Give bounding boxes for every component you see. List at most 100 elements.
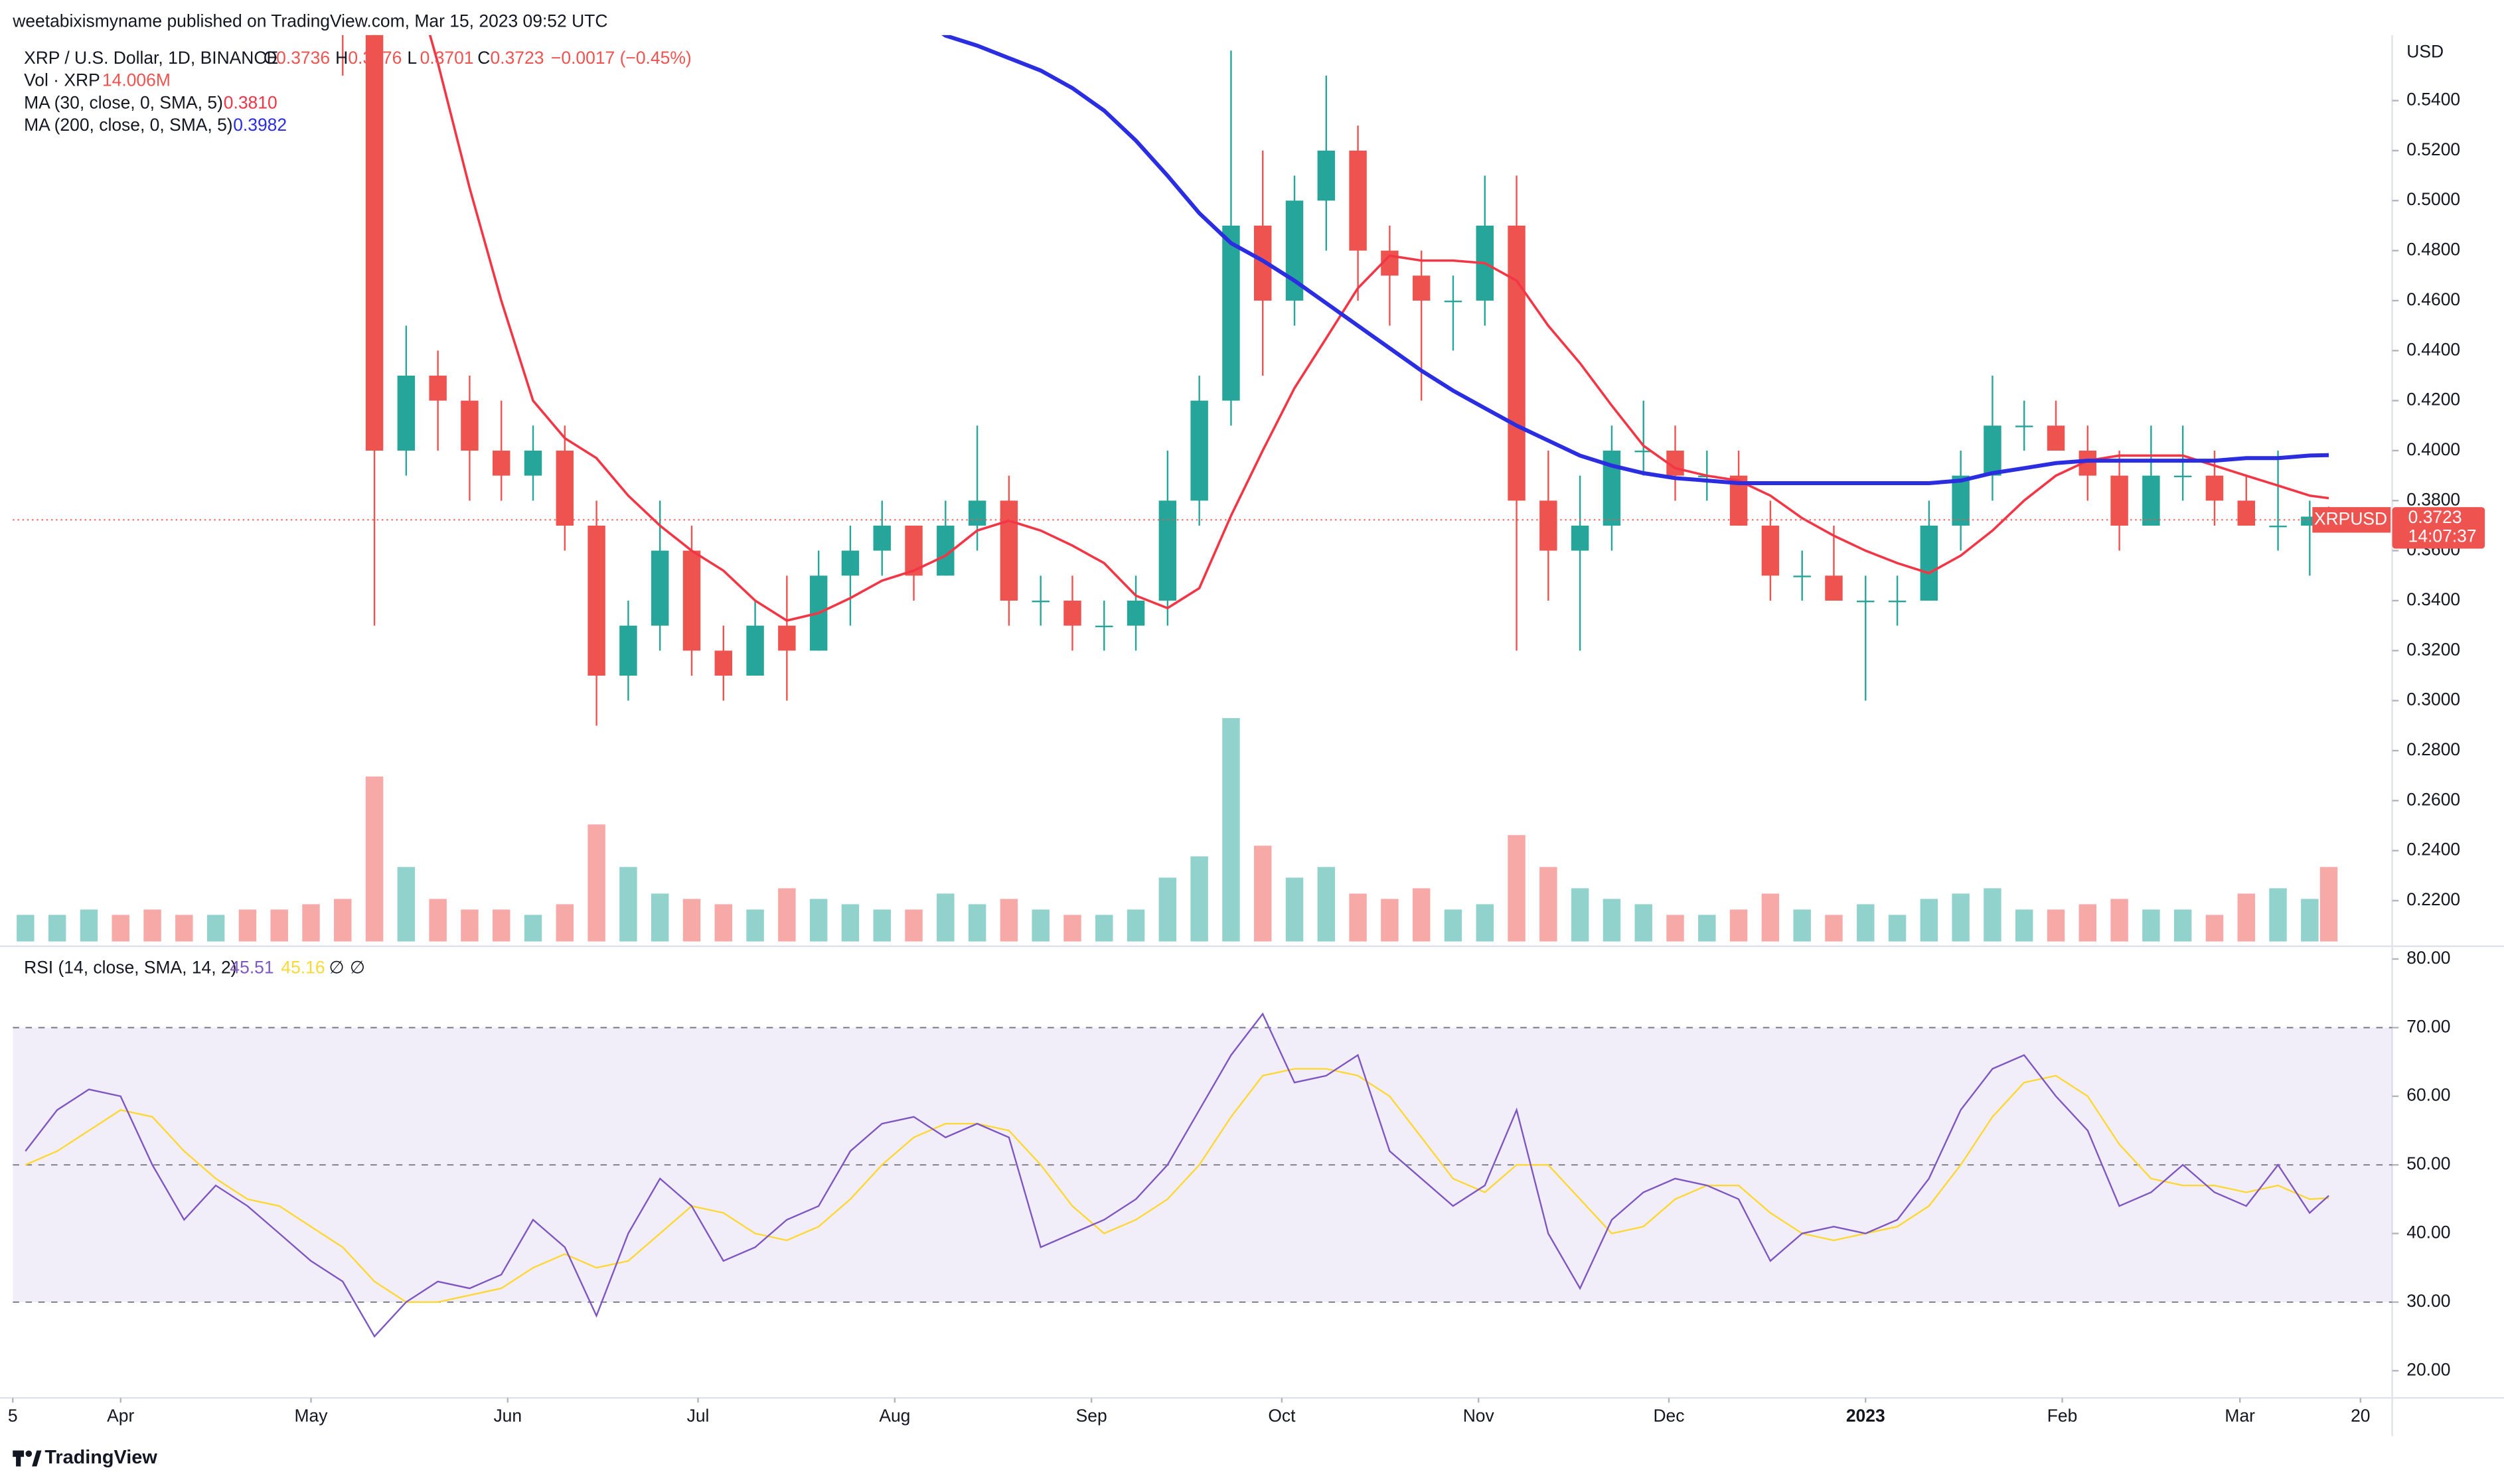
legend-ma: MA (200, close, 0, SMA, 5) <box>24 115 233 135</box>
price-unit: USD <box>2406 41 2444 61</box>
price-tick-label: 0.4000 <box>2406 439 2460 459</box>
time-tick-label: Mar <box>2225 1406 2255 1426</box>
volume-bar <box>2015 909 2033 942</box>
volume-bar <box>809 899 828 942</box>
candle-body <box>1127 601 1145 626</box>
candle-body <box>1984 425 2001 476</box>
volume-bar <box>651 893 669 942</box>
candle-body <box>1539 500 1557 551</box>
candle-body <box>1508 225 1526 501</box>
candle-body <box>619 625 637 676</box>
price-tick-label: 0.5000 <box>2406 189 2460 209</box>
volume-bar <box>238 909 257 942</box>
candle-body <box>1825 575 1843 601</box>
volume-bar <box>1571 888 1589 942</box>
candle-body <box>524 450 542 476</box>
volume-bar <box>1984 888 2001 942</box>
candle-body <box>461 400 479 451</box>
candle-body <box>2142 475 2160 526</box>
volume-bar <box>1476 904 1494 942</box>
volume-bar <box>1857 904 1875 942</box>
volume-bar <box>1793 909 1811 942</box>
price-tick-label: 0.4400 <box>2406 339 2460 359</box>
candle-body <box>1634 450 1652 453</box>
volume-bar <box>1095 915 1113 942</box>
legend-rsi-sma-value: 45.16 <box>281 957 325 977</box>
price-tick-label: 0.5400 <box>2406 90 2460 110</box>
candle-body <box>682 550 701 651</box>
legend-ma-value: 0.3810 <box>224 92 277 112</box>
volume-bar <box>937 893 955 942</box>
legend-empty: ∅ <box>350 957 365 977</box>
candle-body <box>493 450 510 476</box>
candle-body <box>2237 500 2255 526</box>
footer-logo <box>13 1450 42 1467</box>
legend-ohlc-value: 0.3723 <box>491 48 544 68</box>
volume-bar <box>1253 846 1272 942</box>
price-tick-label: 0.4800 <box>2406 240 2460 260</box>
candle-body <box>1793 575 1811 577</box>
rsi-tick-label: 60.00 <box>2406 1085 2450 1105</box>
candle-body <box>1317 150 1336 201</box>
volume-bar <box>206 915 225 942</box>
rsi-tick-label: 80.00 <box>2406 948 2450 968</box>
candle-body <box>365 35 384 451</box>
volume-bar <box>429 899 447 942</box>
candle-body <box>2015 425 2033 427</box>
volume-bar <box>2173 909 2192 942</box>
volume-bar <box>2319 867 2338 942</box>
volume-bar <box>334 899 352 942</box>
legend-volume-value: 14.006M <box>102 70 171 90</box>
price-tick-label: 0.2800 <box>2406 739 2460 759</box>
volume-bar <box>2301 899 2319 942</box>
legend-ohlc-letter: L <box>407 48 417 68</box>
rsi-tick-label: 50.00 <box>2406 1153 2450 1173</box>
footer-brand: TradingView <box>44 1447 157 1468</box>
volume-bar <box>2110 899 2128 942</box>
volume-bar <box>524 915 542 942</box>
volume-bar <box>682 899 701 942</box>
time-tick-label: Jul <box>687 1406 710 1426</box>
volume-bar <box>2078 904 2097 942</box>
volume-bar <box>905 909 923 942</box>
legend-symbol: XRP / U.S. Dollar, 1D, BINANCE <box>24 48 278 68</box>
volume-bar <box>1032 909 1050 942</box>
candle-body <box>1222 225 1240 401</box>
legend-ohlc-letter: H <box>335 48 348 68</box>
candle-body <box>968 500 986 526</box>
price-tick-label: 0.5200 <box>2406 139 2460 159</box>
volume-bar <box>1729 909 1748 942</box>
volume-bar <box>80 909 98 942</box>
volume-bar <box>1634 904 1652 942</box>
volume-bar <box>302 904 320 942</box>
volume-bar <box>2269 888 2287 942</box>
candle-body <box>429 375 447 401</box>
volume-bar <box>1825 915 1843 942</box>
legend-change: −0.0017 (−0.45%) <box>551 48 692 68</box>
candle-layer <box>342 35 2338 726</box>
legend-ma-value: 0.3982 <box>233 115 287 135</box>
rsi-tick-label: 40.00 <box>2406 1223 2450 1242</box>
volume-bar <box>1349 893 1367 942</box>
legend-ma: MA (30, close, 0, SMA, 5) <box>24 92 223 112</box>
price-badge <box>2392 507 2485 549</box>
candle-body <box>1412 275 1431 301</box>
candle-body <box>1761 525 1780 576</box>
candle-body <box>1857 601 1875 603</box>
volume-bar <box>270 909 288 942</box>
price-tick-label: 0.3400 <box>2406 589 2460 609</box>
candle-body <box>841 550 860 576</box>
time-tick-label: Feb <box>2047 1406 2078 1426</box>
volume-bar <box>1190 856 1208 942</box>
volume-bar <box>1158 877 1177 942</box>
candle-body <box>1571 525 1589 551</box>
legend-empty: ∅ <box>329 957 345 977</box>
price-tick-label: 0.2600 <box>2406 789 2460 809</box>
time-tick-label: Jun <box>493 1406 522 1426</box>
candle-body <box>1349 150 1367 251</box>
volume-bar <box>778 888 796 942</box>
price-tick-label: 0.2200 <box>2406 889 2460 909</box>
byline: weetabixismyname published on TradingVie… <box>12 11 607 31</box>
volume-bar <box>746 909 764 942</box>
